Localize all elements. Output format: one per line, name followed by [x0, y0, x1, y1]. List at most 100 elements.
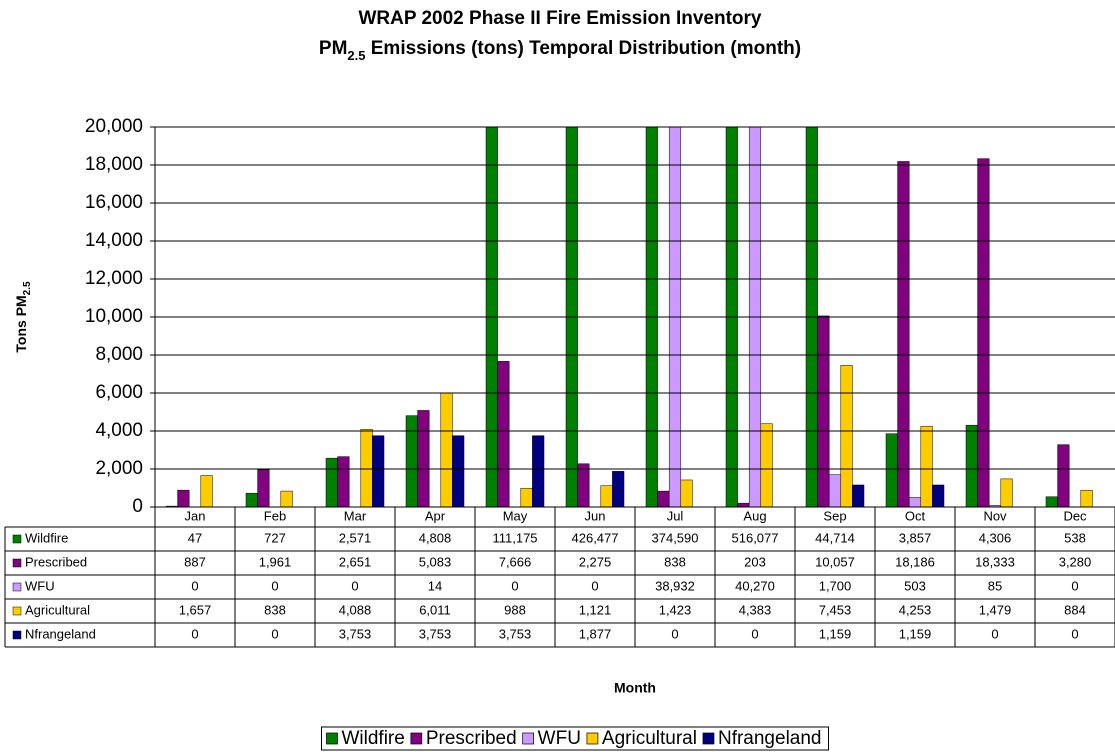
x-tick-label: May — [503, 508, 528, 523]
legend: Wildfire Prescribed WFU Agricultural Nfrange… — [320, 726, 830, 751]
table-cell: 44,714 — [815, 530, 855, 545]
table-cell: 85 — [988, 578, 1002, 593]
bar — [840, 365, 853, 507]
legend-label: Prescribed — [426, 728, 517, 749]
table-cell: 4,253 — [899, 602, 932, 617]
title-part: Emissions (tons) Temporal Distribution (… — [365, 38, 801, 59]
y-tick-label: 4,000 — [95, 420, 143, 441]
bar — [977, 158, 990, 507]
table-cell: 838 — [664, 554, 686, 569]
legend-key — [12, 558, 22, 568]
legend-key — [12, 582, 22, 592]
table-cell: 0 — [511, 578, 518, 593]
table-cell: 40,270 — [735, 578, 775, 593]
legend-key — [522, 732, 535, 745]
bar — [280, 490, 293, 507]
x-tick-label: Mar — [344, 508, 367, 523]
y-tick-label: 6,000 — [95, 382, 143, 403]
bar — [1080, 489, 1093, 507]
table-cell: 10,057 — [815, 554, 855, 569]
table-cell: 1,159 — [899, 626, 932, 641]
legend-key — [410, 732, 423, 745]
table-cell: 4,383 — [739, 602, 772, 617]
bar — [1057, 444, 1070, 507]
y-tick-label: 8,000 — [95, 344, 143, 365]
x-tick-label: Sep — [823, 508, 846, 523]
y-tick-label: 18,000 — [85, 154, 143, 175]
bar — [828, 474, 842, 507]
bar — [497, 361, 510, 507]
table-cell: 1,657 — [179, 602, 212, 617]
title-part: PM — [319, 38, 348, 59]
x-tick-label: Jul — [667, 508, 684, 523]
bar — [852, 484, 865, 507]
x-tick-label: Dec — [1063, 508, 1087, 523]
bar — [760, 423, 773, 507]
table-row-label: WFU — [25, 578, 55, 593]
table-cell: 1,121 — [579, 602, 612, 617]
table-cell: 2,275 — [579, 554, 612, 569]
bar — [600, 485, 613, 507]
y-tick-label: 16,000 — [85, 192, 143, 213]
table-cell: 0 — [751, 626, 758, 641]
bar — [200, 475, 213, 507]
legend-label: WFU — [538, 728, 581, 749]
y-tick-label: 10,000 — [85, 306, 143, 327]
x-tick-label: Nov — [983, 508, 1007, 523]
table-cell: 4,088 — [339, 602, 372, 617]
table-cell: 18,186 — [895, 554, 935, 569]
table-cell: 4,306 — [979, 530, 1012, 545]
y-tick-label: 0 — [132, 496, 143, 517]
table-cell: 47 — [188, 530, 202, 545]
bar — [452, 435, 465, 507]
chart-title: PM2.5 Emissions (tons) Temporal Distribu… — [319, 38, 801, 63]
x-tick-label: Apr — [425, 508, 446, 523]
bar — [612, 471, 625, 507]
table-cell: 111,175 — [492, 530, 537, 545]
x-tick-label: Jun — [585, 508, 606, 523]
table-cell: 7,453 — [819, 602, 852, 617]
legend-key — [12, 606, 22, 616]
table-cell: 0 — [591, 578, 598, 593]
table-cell: 5,083 — [419, 554, 452, 569]
table-cell: 3,753 — [499, 626, 532, 641]
bar — [897, 161, 910, 507]
x-tick-label: Jan — [185, 508, 206, 523]
x-tick-label: Oct — [905, 508, 926, 523]
table-cell: 516,077 — [732, 530, 779, 545]
bar — [908, 497, 922, 507]
table-cell: 0 — [271, 578, 278, 593]
table-cell: 18,333 — [975, 554, 1015, 569]
bar — [325, 457, 338, 507]
table-cell: 2,571 — [339, 530, 372, 545]
table-cell: 0 — [1071, 626, 1078, 641]
title-sub: 2.5 — [347, 48, 365, 63]
bar — [360, 429, 373, 507]
table-cell: 727 — [264, 530, 286, 545]
label-sub: 2.5 — [22, 281, 33, 295]
table-cell: 988 — [504, 602, 526, 617]
y-axis-label: Tons PM2.5 — [13, 281, 33, 353]
label-part: Tons PM — [13, 295, 29, 352]
y-tick-label: 14,000 — [85, 230, 143, 251]
bar — [257, 469, 270, 507]
bar — [965, 424, 978, 507]
table-cell: 1,961 — [259, 554, 292, 569]
legend-key — [326, 732, 338, 745]
table-cell: 7,666 — [499, 554, 532, 569]
table-cell: 0 — [991, 626, 998, 641]
table-cell: 1,877 — [579, 626, 612, 641]
table-row-label: Wildfire — [25, 530, 68, 545]
bar — [1000, 478, 1013, 507]
bar — [532, 435, 545, 507]
table-cell: 374,590 — [652, 530, 699, 545]
x-tick-label: Aug — [743, 508, 766, 523]
bar — [337, 456, 350, 507]
table-cell: 426,477 — [572, 530, 619, 545]
legend-label: Nfrangeland — [718, 728, 822, 749]
bar — [372, 435, 385, 507]
y-tick-label: 20,000 — [85, 116, 143, 137]
table-row-label: Nfrangeland — [25, 626, 96, 641]
x-axis-label: Month — [614, 680, 656, 696]
